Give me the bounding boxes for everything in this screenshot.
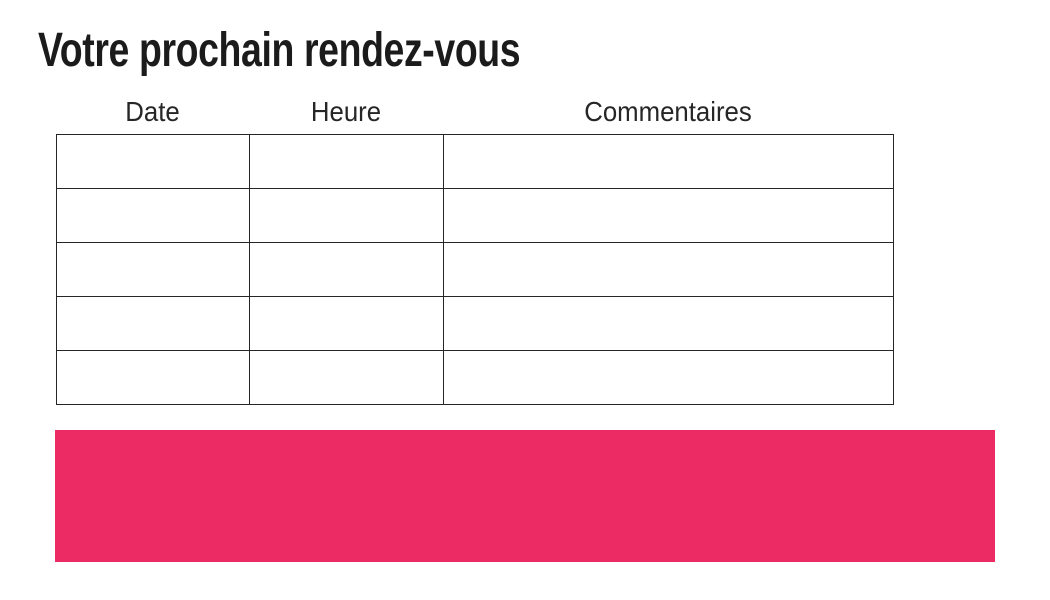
table-cell-heure — [249, 296, 444, 351]
table-cell-heure — [249, 242, 444, 297]
table-cell-date — [56, 296, 250, 351]
table-row — [56, 242, 894, 297]
table-cell-commentaires — [443, 242, 894, 297]
page-title: Votre prochain rendez-vous — [38, 24, 521, 77]
table-cell-commentaires — [443, 188, 894, 243]
table-row — [56, 188, 894, 243]
table-cell-date — [56, 242, 250, 297]
table-row — [56, 350, 894, 405]
pink-banner — [55, 430, 995, 562]
table-row — [56, 296, 894, 351]
column-header-date: Date — [125, 96, 180, 127]
table-cell-commentaires — [443, 350, 894, 405]
table-cell-date — [56, 134, 250, 189]
table-cell-date — [56, 188, 250, 243]
appointments-table — [56, 134, 894, 405]
table-cell-heure — [249, 134, 444, 189]
table-cell-date — [56, 350, 250, 405]
table-cell-commentaires — [443, 296, 894, 351]
table-cell-commentaires — [443, 134, 894, 189]
table-row — [56, 134, 894, 189]
table-cell-heure — [249, 350, 444, 405]
column-header-heure: Heure — [310, 96, 382, 127]
table-cell-heure — [249, 188, 444, 243]
table-header-row: Date Heure Commentaires — [56, 95, 893, 129]
column-header-commentaires: Commentaires — [584, 96, 752, 127]
